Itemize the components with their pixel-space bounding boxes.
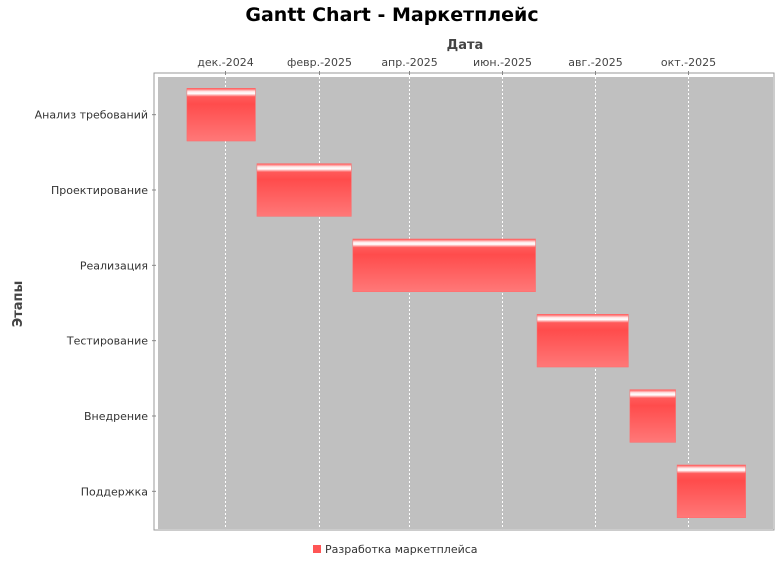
x-tick-label: дек.-2024 (197, 56, 253, 69)
task-bar (629, 389, 676, 443)
chart-title: Gantt Chart - Маркетплейс (245, 4, 538, 26)
task-bar (186, 88, 256, 142)
task-bar (536, 314, 629, 368)
gridlines (225, 77, 689, 529)
x-tick-label: апр.-2025 (381, 56, 437, 69)
y-tick-label: Тестирование (66, 335, 148, 348)
y-tick-label: Анализ требований (35, 109, 148, 122)
x-tick-label: февр.-2025 (287, 56, 352, 69)
task-bar (256, 163, 352, 217)
y-tick-label: Реализация (80, 259, 148, 272)
x-tick-label: авг.-2025 (568, 56, 622, 69)
axis-outline (153, 72, 775, 531)
task-bars (186, 88, 746, 518)
legend-label: Разработка маркетплейса (325, 543, 478, 556)
x-tick-label: июн.-2025 (473, 56, 532, 69)
task-bar (352, 238, 536, 292)
legend-swatch (313, 545, 321, 553)
y-tick-label: Внедрение (84, 410, 148, 423)
y-axis-label: Этапы (11, 281, 26, 328)
plot-area (158, 77, 773, 529)
legend: Разработка маркетплейса (313, 543, 478, 556)
x-axis-label: Дата (447, 38, 484, 53)
task-bar (676, 464, 746, 518)
x-axis-ticks: дек.-2024 февр.-2025 апр.-2025 июн.-2025 авг… (197, 56, 716, 75)
y-tick-label: Поддержка (81, 485, 148, 498)
x-tick-label: окт.-2025 (661, 56, 716, 69)
axis-frame (153, 72, 775, 531)
y-tick-label: Проектирование (51, 184, 148, 197)
y-axis-ticks: Анализ требований Проектирование Реализаци… (35, 109, 156, 498)
